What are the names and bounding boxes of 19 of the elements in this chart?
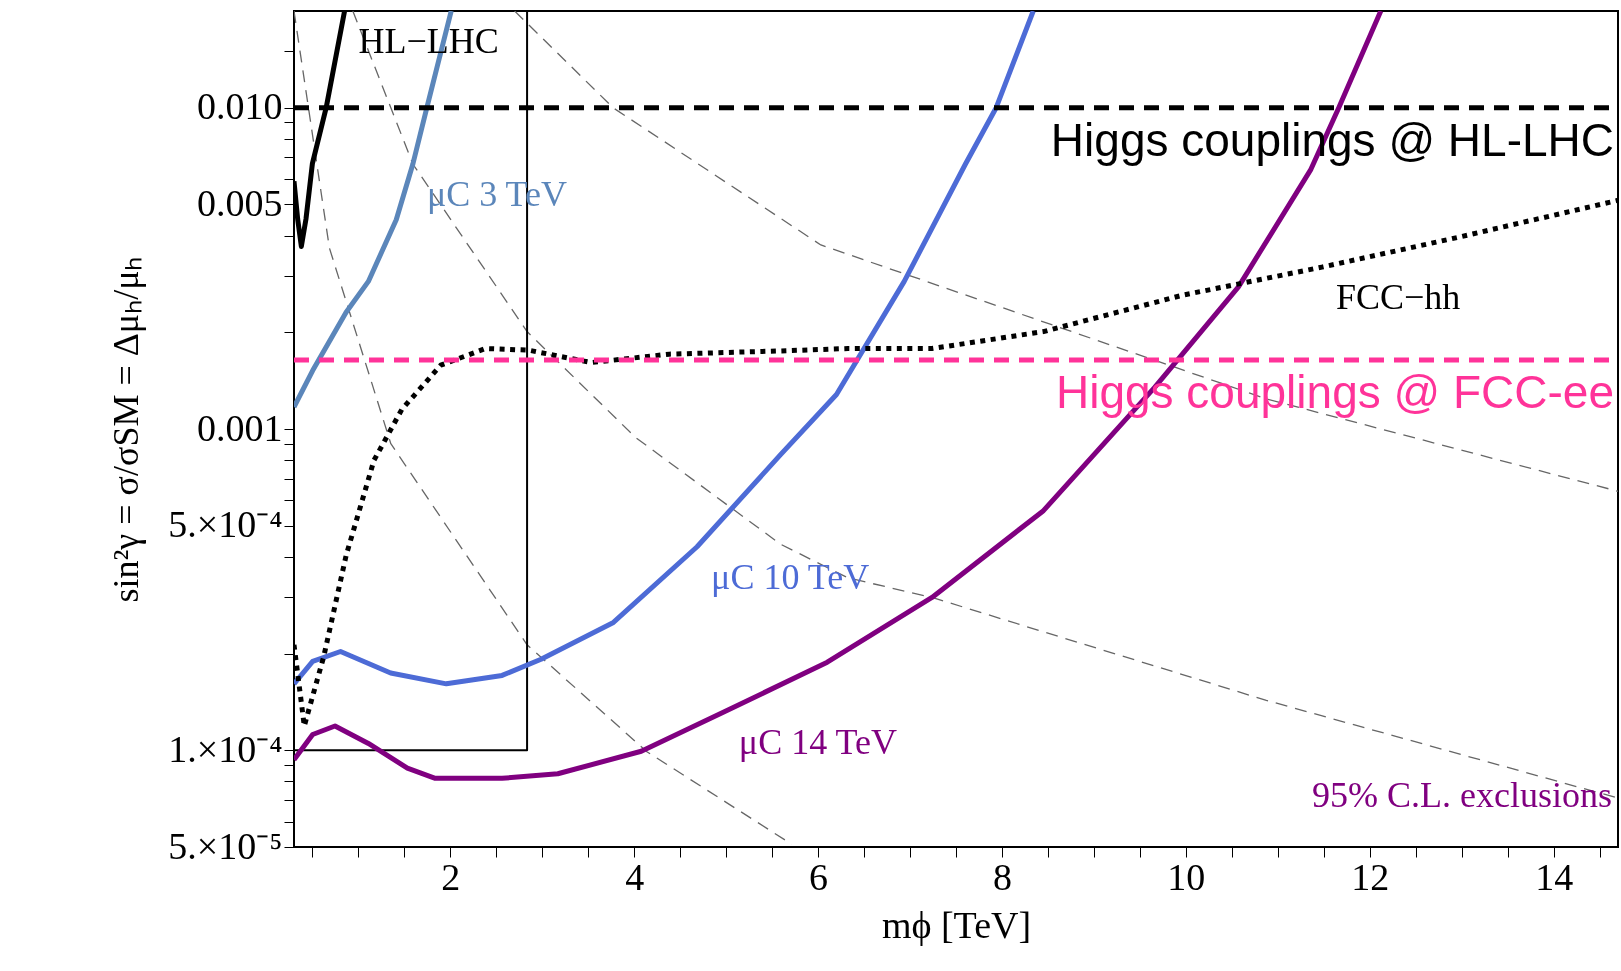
x-tick-label: 6	[809, 855, 829, 898]
y-tick-label: 0.010	[197, 85, 283, 128]
annotation: μC 14 TeV	[738, 721, 897, 762]
x-tick-label: 14	[1535, 855, 1574, 898]
y-tick-label: 0.001	[197, 406, 283, 449]
y-tick-label: 5.×10⁻⁵	[168, 824, 283, 867]
annotation: μC 10 TeV	[711, 556, 870, 597]
y-tick-label: 1.×10⁻⁴	[168, 727, 283, 770]
x-tick-label: 10	[1167, 855, 1206, 898]
x-tick-label: 12	[1351, 855, 1390, 898]
x-tick-label: 4	[625, 855, 645, 898]
annotation: FCC−hh	[1335, 277, 1461, 318]
x-axis-title: mϕ [TeV]	[881, 903, 1032, 946]
x-tick-label: 2	[441, 855, 461, 898]
x-tick-label: 8	[992, 855, 1012, 898]
y-tick-label: 0.005	[197, 181, 283, 224]
y-axis-title: sin²γ = σ/σSM = Δμₕ/μₕ	[106, 256, 147, 603]
annotation: 95% C.L. exclusions	[1312, 775, 1612, 815]
y-tick-label: 5.×10⁻⁴	[168, 503, 283, 546]
